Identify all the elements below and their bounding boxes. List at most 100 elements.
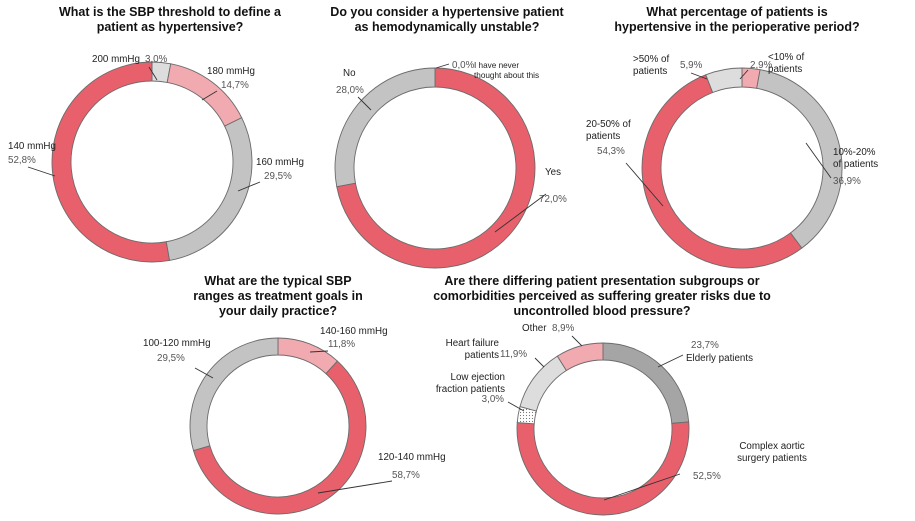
slice-label: 10%-20% of patients <box>833 147 878 170</box>
slice-label: Low ejection fraction patients <box>436 372 505 395</box>
chart-title-line: What is the SBP threshold to define a <box>59 5 282 19</box>
slice-label: Heart failure patients <box>446 338 500 361</box>
slice--50-of-patients <box>705 67 743 94</box>
chart-title-line: Do you consider a hypertensive patient <box>330 5 564 19</box>
slice-value: 52,5% <box>693 471 721 482</box>
chart-title-line: What percentage of patients is <box>646 5 827 19</box>
leader-line <box>194 367 214 379</box>
slice-label-line: Yes <box>545 167 561 178</box>
leader-line <box>657 354 684 368</box>
leader-line <box>507 401 525 412</box>
slice-value: 72,0% <box>539 194 567 205</box>
leader-line <box>357 96 372 111</box>
slice-label-line: 140 mmHg <box>8 141 56 152</box>
slice-elderly-patients <box>602 342 690 424</box>
slice-complex-aortic-surgery-patients <box>516 421 690 516</box>
slice-label-line: 140-160 mmHg <box>320 326 388 337</box>
slice-label-line: 180 mmHg <box>207 66 255 77</box>
slice-label-line: Heart failure <box>446 338 500 349</box>
slice-label: >50% of patients <box>633 54 669 77</box>
slice-value: 23,7% <box>691 340 719 351</box>
slice-label: <10% of patients <box>768 52 804 75</box>
slice-label-line: 20-50% of <box>586 119 631 130</box>
slice-label-line: 160 mmHg <box>256 157 304 168</box>
slice-label-line: I have never <box>474 61 519 70</box>
leader-line <box>435 63 450 69</box>
slice-label-line: patients <box>586 131 620 142</box>
slice-value: 28,0% <box>336 85 364 96</box>
leader-line <box>148 66 158 81</box>
slice-label: 200 mmHg <box>92 54 140 65</box>
leader-line <box>690 72 708 80</box>
slice-label: 100-120 mmHg <box>143 338 211 349</box>
slice-label: 20-50% of patients <box>586 119 631 142</box>
chart-title-line: comorbidities perceived as suffering gre… <box>433 289 771 303</box>
leader-line <box>625 162 664 207</box>
leader-line <box>309 350 329 353</box>
donut-chart-3: What percentage of patients is hypertensi… <box>586 5 878 269</box>
chart-title: What percentage of patients is hypertensi… <box>614 5 859 34</box>
slice-value: 14,7% <box>221 80 249 91</box>
donut-chart-2: Do you consider a hypertensive patient as… <box>330 5 567 269</box>
slice-label-line: Low ejection <box>451 372 505 383</box>
slice-value: 29,5% <box>264 171 292 182</box>
chart-title-line: uncontrolled blood pressure? <box>513 304 690 318</box>
leader-line <box>494 193 547 233</box>
leader-line <box>27 166 56 177</box>
chart-title: What is the SBP threshold to define a pat… <box>59 5 282 34</box>
slice-10-20-of-patients <box>756 69 843 249</box>
slice-100-120-mmhg <box>189 337 279 452</box>
slice-label-line: <10% of <box>768 52 804 63</box>
slice-label-line: patients <box>633 66 667 77</box>
chart-title: Are there differing patient presentation… <box>433 274 771 318</box>
leader-line <box>237 181 261 192</box>
slice-label: 120-140 mmHg <box>378 452 446 463</box>
chart-title-line: ranges as treatment goals in <box>193 289 363 303</box>
slice-other <box>556 342 604 372</box>
slice-value: 3,0% <box>482 394 505 405</box>
chart-title-line: Are there differing patient presentation… <box>444 274 759 288</box>
slice-label: 140 mmHg <box>8 141 56 152</box>
chart-title-line: What are the typical SBP <box>204 274 351 288</box>
leader-line <box>317 480 393 494</box>
slice-label-line: Elderly patients <box>686 353 753 364</box>
chart-title-line: as hemodynamically unstable? <box>355 20 540 34</box>
leader-line <box>201 90 218 101</box>
slice-label-line: Other <box>522 323 547 334</box>
slice-label-line: 120-140 mmHg <box>378 452 446 463</box>
slice-value: 3,0% <box>145 54 168 65</box>
slice-label: 180 mmHg <box>207 66 255 77</box>
slice-label-line: fraction patients <box>436 384 505 395</box>
leader-line <box>805 142 832 179</box>
slice-140-mmhg <box>51 61 171 263</box>
leader-line <box>571 335 583 347</box>
slice-yes <box>336 67 536 269</box>
chart-title: What are the typical SBP ranges as treatm… <box>193 274 363 318</box>
slice-label: Other <box>522 323 547 334</box>
slice-value: 36,9% <box>833 176 861 187</box>
slice-label: Complex aortic surgery patients <box>737 441 807 464</box>
slice-label-line: patients <box>465 350 499 361</box>
chart-title-line: hypertensive in the perioperative period… <box>614 20 859 34</box>
slice-label-line: >50% of <box>633 54 669 65</box>
slice-label-line: thought about this <box>474 71 539 80</box>
slice-label-line: Complex aortic <box>739 441 804 452</box>
chart-title: Do you consider a hypertensive patient as… <box>330 5 564 34</box>
slice-value: 5,9% <box>680 60 703 71</box>
slice-label: No <box>343 68 356 79</box>
slice-label: I have never thought about this <box>474 61 539 80</box>
slice-value: 8,9% <box>552 323 575 334</box>
donut-chart-4: What are the typical SBP ranges as treatm… <box>143 274 446 515</box>
slice-label-line: 100-120 mmHg <box>143 338 211 349</box>
slice-no <box>334 67 436 188</box>
slice-value: 29,5% <box>157 353 185 364</box>
slice-label-line: 200 mmHg <box>92 54 140 65</box>
slice-value: 11,8% <box>328 339 355 350</box>
slice-value: 52,8% <box>8 155 36 166</box>
slice-label-line: 10%-20% <box>833 147 876 158</box>
slice-value: 11,9% <box>500 349 527 360</box>
slice-value: 2,9% <box>750 60 773 71</box>
donut-chart-1: What is the SBP threshold to define a pat… <box>8 5 304 263</box>
leader-line <box>534 357 545 368</box>
